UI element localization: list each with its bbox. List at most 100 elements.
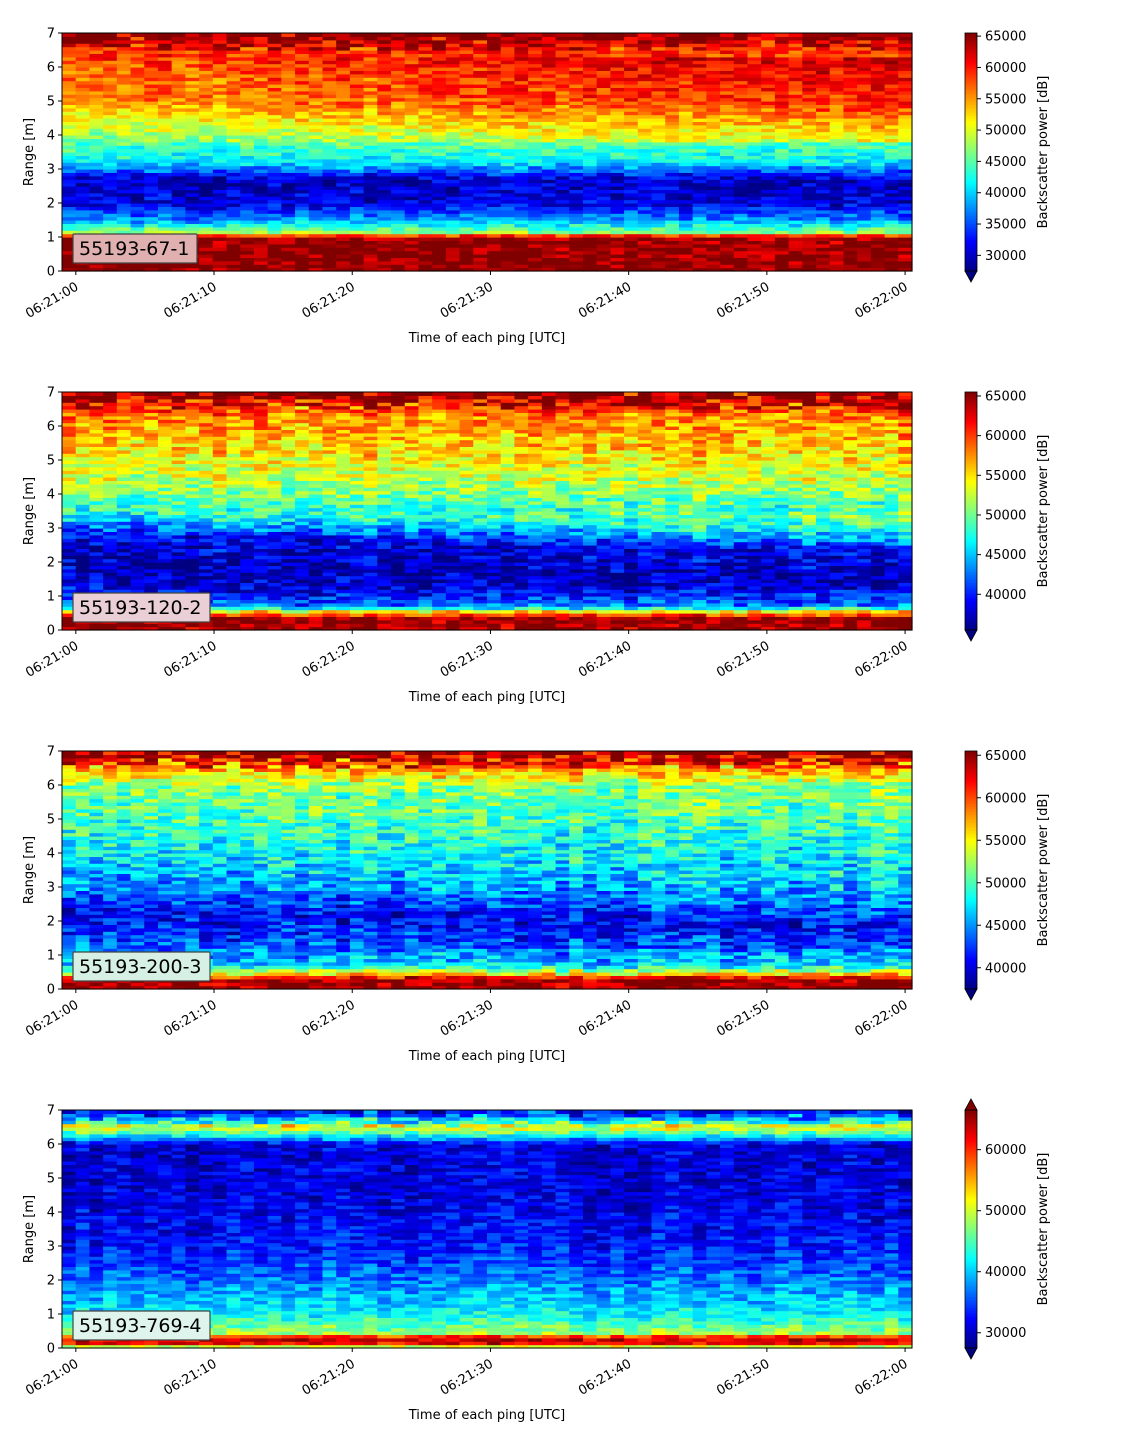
heatmap-cell bbox=[898, 182, 913, 187]
heatmap-cell bbox=[171, 206, 186, 211]
heatmap-cell bbox=[363, 101, 378, 105]
heatmap-cell bbox=[665, 114, 680, 119]
heatmap-cell bbox=[569, 63, 584, 68]
heatmap-cell bbox=[89, 548, 104, 553]
heatmap-cell bbox=[212, 169, 228, 173]
heatmap-cell bbox=[596, 186, 611, 190]
heatmap-cell bbox=[829, 107, 845, 112]
heatmap-cell bbox=[404, 189, 420, 194]
heatmap-cell bbox=[788, 196, 803, 201]
heatmap-cell bbox=[706, 165, 721, 170]
heatmap-cell bbox=[747, 148, 762, 153]
heatmap-cell bbox=[651, 223, 666, 228]
heatmap-cell bbox=[582, 203, 598, 207]
heatmap-cell bbox=[349, 206, 365, 211]
heatmap-cell bbox=[898, 145, 913, 150]
heatmap-cell bbox=[75, 135, 91, 139]
heatmap-cell bbox=[432, 114, 447, 119]
heatmap-cell bbox=[720, 46, 735, 51]
heatmap-cell bbox=[747, 220, 762, 224]
heatmap-cell bbox=[377, 97, 392, 102]
heatmap-cell bbox=[706, 158, 721, 163]
colorbar-segment bbox=[965, 42, 977, 46]
heatmap-cell bbox=[706, 87, 721, 92]
heatmap-cell bbox=[706, 43, 721, 48]
heatmap-cell bbox=[116, 562, 132, 566]
heatmap-cell bbox=[569, 70, 584, 75]
heatmap-cell bbox=[706, 90, 721, 95]
heatmap-cell bbox=[624, 53, 639, 58]
heatmap-cell bbox=[295, 199, 310, 204]
heatmap-cell bbox=[432, 135, 447, 139]
heatmap-cell bbox=[253, 254, 269, 258]
heatmap-cell bbox=[432, 50, 447, 54]
colorbar-segment bbox=[965, 221, 977, 224]
heatmap-cell bbox=[733, 84, 749, 88]
heatmap-cell bbox=[75, 521, 91, 526]
heatmap-cell bbox=[637, 87, 653, 92]
heatmap-cell bbox=[596, 87, 611, 92]
heatmap-cell bbox=[240, 114, 255, 119]
heatmap-cell bbox=[843, 155, 858, 160]
heatmap-cell bbox=[706, 67, 721, 71]
heatmap-cell bbox=[62, 80, 77, 85]
heatmap-cell bbox=[788, 199, 803, 204]
heatmap-cell bbox=[528, 223, 543, 228]
heatmap-cell bbox=[857, 165, 872, 170]
heatmap-cell bbox=[103, 67, 118, 71]
heatmap-cell bbox=[404, 118, 420, 122]
heatmap-cell bbox=[884, 77, 899, 82]
heatmap-cell bbox=[103, 158, 118, 163]
heatmap-cell bbox=[363, 107, 378, 112]
heatmap-cell bbox=[829, 267, 845, 272]
heatmap-cell bbox=[226, 152, 241, 156]
heatmap-cell bbox=[199, 63, 214, 68]
heatmap-cell bbox=[240, 60, 255, 65]
heatmap-cell bbox=[418, 104, 433, 109]
heatmap-cell bbox=[130, 216, 145, 221]
heatmap-cell bbox=[555, 267, 570, 272]
heatmap-cell bbox=[185, 70, 200, 75]
heatmap-cell bbox=[144, 175, 159, 180]
heatmap-cell bbox=[349, 114, 365, 119]
heatmap-cell bbox=[761, 111, 776, 116]
heatmap-cell bbox=[582, 97, 598, 102]
heatmap-cell bbox=[295, 152, 310, 156]
heatmap-cell bbox=[582, 155, 598, 160]
heatmap-cell bbox=[404, 240, 420, 245]
heatmap-cell bbox=[199, 131, 214, 136]
heatmap-cell bbox=[75, 43, 91, 48]
heatmap-cell bbox=[144, 579, 159, 583]
heatmap-cell bbox=[404, 111, 420, 116]
heatmap-cell bbox=[75, 460, 91, 464]
heatmap-cell bbox=[884, 94, 899, 99]
heatmap-cell bbox=[144, 477, 159, 481]
heatmap-cell bbox=[514, 247, 529, 252]
heatmap-cell bbox=[157, 209, 173, 214]
heatmap-cell bbox=[884, 70, 899, 75]
colorbar-segment bbox=[965, 120, 977, 123]
heatmap-cell bbox=[377, 175, 392, 180]
heatmap-cell bbox=[582, 257, 598, 262]
heatmap-cell bbox=[665, 206, 680, 211]
heatmap-cell bbox=[62, 226, 77, 231]
heatmap-cell bbox=[816, 101, 831, 105]
heatmap-cell bbox=[898, 257, 913, 262]
heatmap-cell bbox=[624, 70, 639, 75]
heatmap-cell bbox=[487, 60, 502, 65]
heatmap-cell bbox=[432, 192, 447, 197]
heatmap-cell bbox=[103, 470, 118, 475]
heatmap-cell bbox=[103, 562, 118, 566]
heatmap-cell bbox=[761, 162, 776, 167]
heatmap-cell bbox=[665, 77, 680, 82]
heatmap-cell bbox=[610, 152, 625, 156]
heatmap-cell bbox=[281, 165, 296, 170]
heatmap-cell bbox=[391, 169, 406, 173]
heatmap-cell bbox=[62, 402, 77, 407]
heatmap-cell bbox=[624, 118, 639, 122]
heatmap-cell bbox=[747, 175, 762, 180]
heatmap-cell bbox=[116, 223, 132, 228]
heatmap-cell bbox=[843, 33, 858, 37]
x-tick-label: 06:21:20 bbox=[300, 280, 358, 322]
heatmap-cell bbox=[308, 111, 324, 116]
